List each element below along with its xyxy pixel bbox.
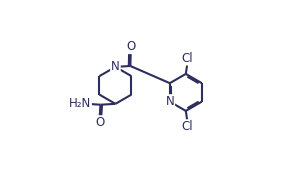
- Text: H₂N: H₂N: [69, 97, 91, 110]
- Text: Cl: Cl: [182, 120, 193, 133]
- Text: Cl: Cl: [182, 52, 193, 65]
- Text: N: N: [165, 95, 174, 108]
- Text: O: O: [126, 40, 135, 53]
- Text: N: N: [111, 60, 120, 73]
- Text: O: O: [95, 116, 104, 129]
